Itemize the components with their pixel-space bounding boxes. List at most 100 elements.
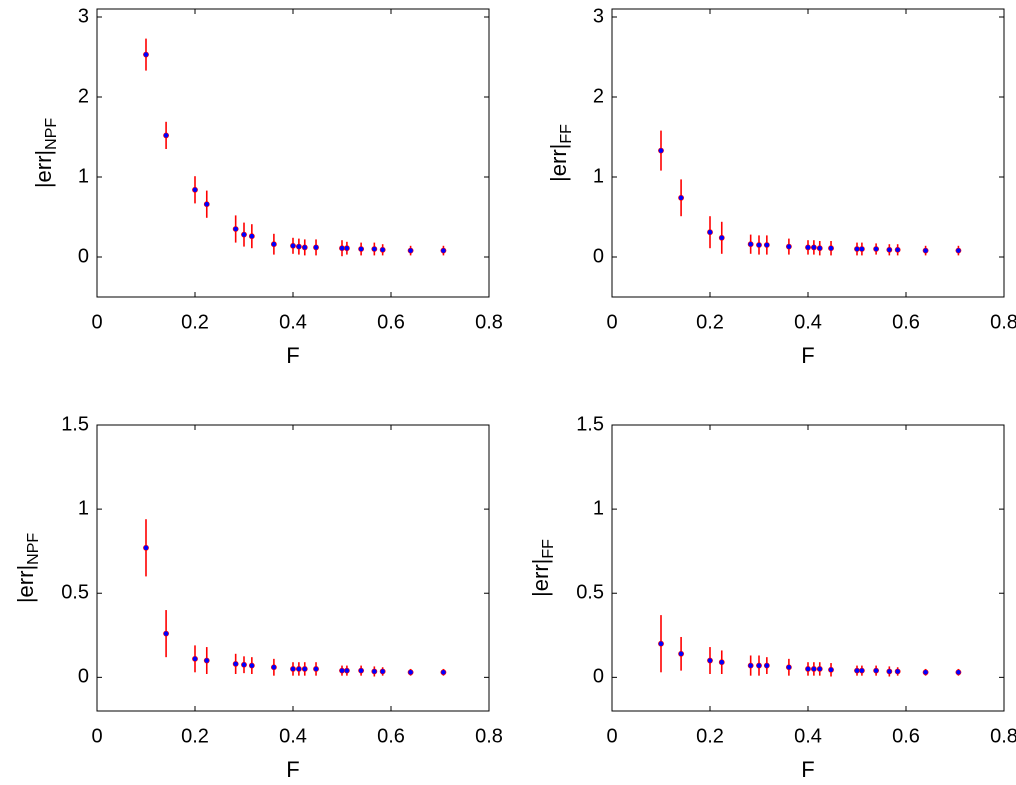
data-point xyxy=(886,668,893,675)
data-point xyxy=(440,669,447,676)
x-tick-label: 0 xyxy=(91,311,102,333)
data-point xyxy=(192,655,198,662)
data-point xyxy=(922,669,929,676)
data-point xyxy=(143,544,149,551)
y-tick-label: 0 xyxy=(78,245,89,267)
data-point xyxy=(203,657,210,664)
data-point xyxy=(763,242,770,248)
data-point xyxy=(828,245,834,252)
data-point xyxy=(718,234,725,241)
data-point xyxy=(270,664,277,671)
data-point xyxy=(295,243,302,250)
y-tick-label: 0 xyxy=(78,666,89,688)
data-point xyxy=(894,668,901,675)
y-axis-label-sub: FF xyxy=(540,539,557,559)
data-point xyxy=(241,661,247,668)
x-tick-label: 0.8 xyxy=(990,311,1016,333)
data-point xyxy=(440,247,447,254)
data-point xyxy=(248,662,255,669)
y-axis-label-main: |err| xyxy=(546,144,571,182)
data-point xyxy=(301,666,308,672)
data-point xyxy=(854,667,860,674)
y-tick-label: 1.5 xyxy=(61,413,89,435)
data-point xyxy=(747,241,754,248)
data-point xyxy=(295,666,302,672)
x-tick-label: 0.4 xyxy=(279,311,307,333)
y-axis-label: |err|NPF xyxy=(13,533,42,604)
x-tick-label: 0.8 xyxy=(475,311,503,333)
y-tick-label: 2 xyxy=(593,85,604,107)
y-axis-label: |err|FF xyxy=(546,124,575,182)
x-tick-label: 0.4 xyxy=(279,725,307,747)
data-point xyxy=(785,243,792,250)
x-tick-label: 0.6 xyxy=(377,311,405,333)
data-point xyxy=(301,244,308,251)
y-tick-label: 2 xyxy=(78,85,89,107)
data-point xyxy=(763,662,770,669)
data-point xyxy=(816,666,823,672)
data-point xyxy=(290,666,296,672)
y-tick-label: 3 xyxy=(78,5,89,27)
data-point xyxy=(756,242,762,248)
data-point xyxy=(339,667,345,674)
data-point xyxy=(955,247,962,254)
data-point xyxy=(371,668,378,675)
y-tick-label: 1 xyxy=(593,497,604,519)
x-tick-label: 0.2 xyxy=(181,311,209,333)
data-point xyxy=(290,242,296,249)
y-tick-label: 3 xyxy=(593,5,604,27)
data-point xyxy=(828,666,834,673)
y-tick-label: 1 xyxy=(78,165,89,187)
data-point xyxy=(873,246,880,252)
data-point xyxy=(707,229,713,236)
data-point xyxy=(658,640,664,647)
data-point xyxy=(886,246,893,253)
x-tick-label: 0.4 xyxy=(794,311,822,333)
y-axis-label-sub: NPF xyxy=(25,533,42,565)
data-point xyxy=(747,662,754,669)
x-tick-label: 0.2 xyxy=(696,725,724,747)
y-tick-label: 0.5 xyxy=(576,582,604,604)
data-point xyxy=(407,669,414,676)
y-tick-label: 0.5 xyxy=(61,582,89,604)
data-point xyxy=(241,231,247,238)
data-point xyxy=(232,660,239,667)
data-point xyxy=(859,246,865,252)
y-tick-label: 1.5 xyxy=(576,413,604,435)
x-tick-label: 0.2 xyxy=(696,311,724,333)
data-point xyxy=(707,657,713,664)
y-axis-label: |err|NPF xyxy=(31,118,60,189)
data-point xyxy=(407,247,414,254)
y-axis-label-sub: FF xyxy=(558,124,575,144)
x-axis-label: F xyxy=(286,757,299,780)
x-tick-label: 0.4 xyxy=(794,725,822,747)
data-point xyxy=(203,201,210,208)
data-point xyxy=(955,669,962,676)
data-point xyxy=(718,659,725,666)
data-point xyxy=(922,247,929,254)
y-axis-label-main: |err| xyxy=(31,150,56,188)
x-tick-label: 0.2 xyxy=(181,725,209,747)
y-tick-label: 0 xyxy=(593,666,604,688)
data-point xyxy=(248,233,255,240)
x-tick-label: 0 xyxy=(606,725,617,747)
x-axis-label: F xyxy=(801,343,814,368)
x-tick-label: 0.6 xyxy=(892,311,920,333)
data-point xyxy=(358,667,365,674)
data-point xyxy=(143,51,149,58)
data-point xyxy=(816,245,823,252)
data-point xyxy=(678,650,684,657)
data-point xyxy=(854,246,860,252)
data-point xyxy=(343,667,350,674)
data-point xyxy=(859,667,865,674)
data-point xyxy=(678,194,684,201)
data-point xyxy=(192,186,198,193)
data-point xyxy=(379,246,386,253)
y-tick-label: 1 xyxy=(78,497,89,519)
x-tick-label: 0 xyxy=(91,725,102,747)
y-tick-label: 1 xyxy=(593,165,604,187)
x-tick-label: 0.8 xyxy=(475,725,503,747)
data-point xyxy=(313,244,319,251)
data-point xyxy=(371,246,378,252)
